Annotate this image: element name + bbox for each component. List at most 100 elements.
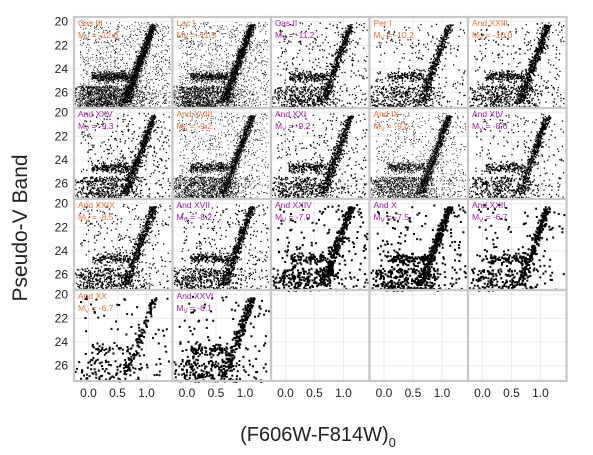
y-tick-label: 26 xyxy=(55,86,69,100)
star-points xyxy=(468,203,566,292)
panel-mv-label: MV = -8.2 xyxy=(177,212,213,224)
mv-value: = -9.2 xyxy=(188,121,213,131)
x-tick-label: 0.0 xyxy=(277,386,294,400)
panel-name-label: Per I xyxy=(374,18,392,28)
panel-name-label: And XVII xyxy=(177,200,211,210)
panel-14: And X MV = -7.5 xyxy=(368,197,470,292)
mv-symbol: M xyxy=(78,303,85,313)
panel-name-label: And XXII xyxy=(472,200,506,210)
panel-6: And XXV MV = -9.3 xyxy=(72,106,174,201)
y-tick-label: 22 xyxy=(55,220,69,234)
mv-value: = -7.9 xyxy=(286,212,311,222)
star-points xyxy=(370,204,467,292)
panel-name-label: And XXVI xyxy=(177,291,214,301)
mv-value: = -8.6 xyxy=(483,121,508,131)
mv-value: = -6.1 xyxy=(188,303,213,313)
mv-subscript: V xyxy=(282,127,286,133)
mv-subscript: V xyxy=(85,127,89,133)
panel-name-label: And XIV xyxy=(472,109,504,119)
panel-5: And XXIII MV = -10.0 xyxy=(466,15,568,110)
mv-symbol: M xyxy=(472,212,479,222)
x-tick-labels: 0.0 0.5 1.0 0.0 0.5 1.0 0.0 0.5 1.0 0.0 0.5 1.0 0.0 0… xyxy=(80,386,549,400)
mv-symbol: M xyxy=(374,212,381,222)
mv-symbol: M xyxy=(78,30,85,40)
mv-value: = -8.2 xyxy=(188,212,213,222)
empty-panel xyxy=(269,288,371,383)
x-tick-label: 0.5 xyxy=(306,386,323,400)
mv-symbol: M xyxy=(275,212,282,222)
x-tick-label: 0.0 xyxy=(179,386,196,400)
panel-15: And XXII MV = -6.7 xyxy=(466,197,568,292)
panel-name-label: And XXI xyxy=(275,109,306,119)
panel-name-label: Cas II xyxy=(275,18,297,28)
y-axis-label: Pseudo-V Band xyxy=(9,154,32,301)
mv-subscript: V xyxy=(381,218,385,224)
panel-name-label: And X xyxy=(374,200,397,210)
panel-mv-label: MV = -12.6 xyxy=(78,30,118,42)
x-tick-label: 0.5 xyxy=(405,386,422,400)
panel-3: Cas II MV = -11.2 xyxy=(269,15,371,110)
star-points xyxy=(172,22,271,109)
y-tick-label: 20 xyxy=(55,288,69,302)
star-points xyxy=(74,112,171,201)
mv-subscript: V xyxy=(282,218,286,224)
panel-mv-label: MV = -8.5 xyxy=(78,212,114,224)
y-tick-label: 22 xyxy=(55,129,69,143)
panel-mv-label: MV = -11.5 xyxy=(177,30,217,42)
panel-10: And XIV MV = -8.6 xyxy=(466,106,568,201)
panel-mv-label: MV = -10.2 xyxy=(374,30,414,42)
mv-symbol: M xyxy=(78,212,85,222)
panel-name-label: And IX xyxy=(374,109,400,119)
panel-mv-label: MV = -7.9 xyxy=(275,212,311,224)
mv-value: = -9.3 xyxy=(89,121,114,131)
panel-mv-label: MV = -9.2 xyxy=(275,121,311,133)
mv-subscript: V xyxy=(85,36,89,42)
mv-subscript: V xyxy=(479,127,483,133)
mv-subscript: V xyxy=(184,127,188,133)
x-tick-label: 1.0 xyxy=(237,386,254,400)
x-tick-label: 1.0 xyxy=(434,386,451,400)
x-tick-label: 0.0 xyxy=(376,386,393,400)
panel-border xyxy=(466,288,568,383)
star-points xyxy=(271,113,368,201)
x-tick-label: 1.0 xyxy=(532,386,549,400)
mv-symbol: M xyxy=(472,30,479,40)
x-axis-label-subscript: 0 xyxy=(389,435,396,450)
y-tick-label: 20 xyxy=(55,197,69,211)
panel-7: And XVIII MV = -9.2 xyxy=(171,106,273,201)
panel-mv-label: MV = -11.2 xyxy=(275,30,315,42)
panel-9: And IX MV = -9.0 xyxy=(368,106,470,201)
panel-name-label: And XX xyxy=(78,291,107,301)
mv-subscript: V xyxy=(381,127,385,133)
y-tick-label: 24 xyxy=(55,244,69,258)
panel-mv-label: MV = -10.0 xyxy=(472,30,512,42)
y-tick-label: 22 xyxy=(55,38,69,52)
panel-mv-label: MV = -9.0 xyxy=(374,121,410,133)
mv-subscript: V xyxy=(381,36,385,42)
mv-subscript: V xyxy=(85,309,89,315)
mv-subscript: V xyxy=(184,218,188,224)
panel-12: And XVII MV = -8.2 xyxy=(171,197,273,292)
x-tick-label: 0.5 xyxy=(208,386,225,400)
panel-mv-label: MV = -6.7 xyxy=(472,212,508,224)
y-tick-label: 24 xyxy=(55,335,69,349)
y-tick-label: 22 xyxy=(55,311,69,325)
mv-value: = -9.2 xyxy=(286,121,311,131)
star-points xyxy=(272,204,370,292)
x-tick-label: 0.5 xyxy=(503,386,520,400)
mv-symbol: M xyxy=(78,121,85,131)
x-axis-label: (F606W-F814W)0 xyxy=(240,424,396,450)
panel-mv-label: MV = -6.1 xyxy=(177,303,213,315)
empty-panel xyxy=(466,288,568,383)
mv-value: = -10.2 xyxy=(385,30,414,40)
star-points xyxy=(74,295,170,383)
star-points xyxy=(173,295,270,383)
x-tick-label: 0.0 xyxy=(474,386,491,400)
panel-name-label: And XXIII xyxy=(472,18,508,28)
mv-subscript: V xyxy=(282,36,286,42)
mv-subscript: V xyxy=(479,36,483,42)
x-tick-label: 1.0 xyxy=(138,386,155,400)
empty-panel xyxy=(368,288,470,383)
